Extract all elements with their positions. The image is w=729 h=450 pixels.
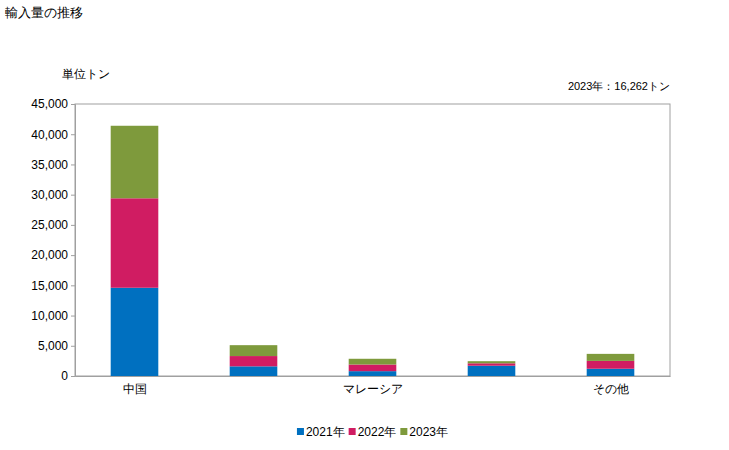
bar xyxy=(587,369,635,376)
y-axis-line xyxy=(71,105,76,377)
legend-item: 2023年 xyxy=(400,425,448,439)
y-tick: 40,000 xyxy=(31,128,75,142)
y-tick: 0 xyxy=(61,369,75,383)
title: 輸入量の推移 xyxy=(5,5,83,20)
bar xyxy=(587,354,635,361)
bar xyxy=(468,363,516,365)
x-tick-label: 中国 xyxy=(123,382,147,396)
y-tick-mark xyxy=(71,346,75,347)
y-tick-label: 45,000 xyxy=(31,97,68,111)
x-tick-label: マレーシア xyxy=(343,382,403,396)
y-tick-label: 0 xyxy=(61,369,68,383)
y-tick: 5,000 xyxy=(38,339,75,353)
y-label: 単位トン xyxy=(62,67,110,81)
legend-label: 2023年 xyxy=(409,425,448,439)
y-tick-label: 25,000 xyxy=(31,218,68,232)
y-tick: 15,000 xyxy=(31,279,75,293)
y-tick-mark xyxy=(71,104,75,105)
bar xyxy=(468,366,516,376)
x-tick-label: その他 xyxy=(593,382,629,396)
x-tick: 中国 xyxy=(123,376,147,396)
y-tick-mark xyxy=(71,225,75,226)
bar xyxy=(230,366,278,376)
y-tick-mark xyxy=(71,164,75,165)
x-tick: マレーシア xyxy=(343,376,403,396)
y-tick-label: 15,000 xyxy=(31,279,68,293)
bar xyxy=(111,198,159,287)
legend: 2021年 2022年 2023年 xyxy=(297,425,448,439)
legend-swatch xyxy=(400,428,407,435)
y-tick: 10,000 xyxy=(31,309,75,323)
bar xyxy=(587,361,635,369)
legend-label: 2022年 xyxy=(358,425,397,439)
y-tick-label: 30,000 xyxy=(31,188,68,202)
x-axis: 中国 マレーシア その他 xyxy=(76,376,671,396)
y-tick-label: 5,000 xyxy=(38,339,68,353)
plot-frame xyxy=(75,104,670,376)
legend-item: 2022年 xyxy=(349,425,397,439)
plot: 0 5,000 10,000 15,000 20,000 25,000 30,000 35,0… xyxy=(31,97,670,395)
y-tick-label: 35,000 xyxy=(31,158,68,172)
legend-swatch xyxy=(297,428,304,435)
bar xyxy=(349,359,397,365)
y-tick-label: 10,000 xyxy=(31,309,68,323)
y-tick-mark xyxy=(71,134,75,135)
x-tick: その他 xyxy=(593,376,629,396)
legend-item: 2021年 xyxy=(297,425,345,439)
y-axis: 0 5,000 10,000 15,000 20,000 25,000 30,000 35,0… xyxy=(31,97,75,383)
y-tick: 30,000 xyxy=(31,188,75,202)
y-tick: 25,000 xyxy=(31,218,75,232)
y-tick: 45,000 xyxy=(31,97,75,111)
legend-label: 2021年 xyxy=(306,425,345,439)
bar xyxy=(230,356,278,366)
y-tick-mark xyxy=(71,195,75,196)
bar xyxy=(111,288,159,376)
y-tick-mark xyxy=(71,376,75,377)
y-tick-label: 40,000 xyxy=(31,128,68,142)
y-tick-mark xyxy=(71,316,75,317)
annotation: 2023年：16,262トン xyxy=(568,80,670,92)
bar xyxy=(468,361,516,363)
y-tick-label: 20,000 xyxy=(31,248,68,262)
y-tick-mark xyxy=(71,255,75,256)
x-axis-line xyxy=(76,376,671,377)
legend-swatch xyxy=(349,428,356,435)
bar xyxy=(230,345,278,356)
y-tick: 20,000 xyxy=(31,248,75,262)
chart: 輸入量の推移単位トン 2023年：16,262トン 0 5,000 10,000 15,0… xyxy=(0,0,729,450)
y-tick: 35,000 xyxy=(31,158,75,172)
bar xyxy=(349,365,397,372)
bar xyxy=(111,126,159,199)
bars xyxy=(111,126,635,376)
y-tick-mark xyxy=(71,285,75,286)
bar xyxy=(349,371,397,376)
